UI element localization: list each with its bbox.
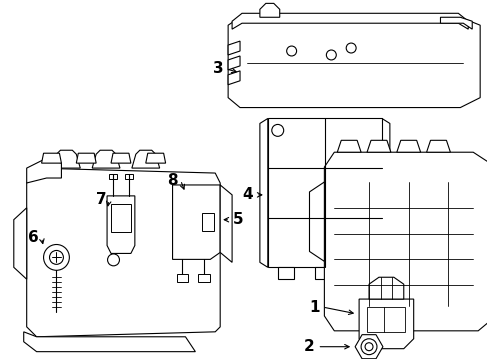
- Bar: [352, 267, 368, 279]
- Circle shape: [286, 46, 296, 56]
- Polygon shape: [381, 118, 389, 267]
- Text: 7: 7: [96, 192, 106, 207]
- Text: 6: 6: [28, 230, 39, 245]
- Text: 5: 5: [232, 212, 243, 227]
- Polygon shape: [111, 153, 131, 163]
- Polygon shape: [309, 182, 324, 261]
- Bar: [176, 274, 188, 282]
- Polygon shape: [145, 153, 165, 163]
- Bar: [124, 174, 133, 179]
- Bar: [366, 307, 404, 332]
- Circle shape: [43, 244, 69, 270]
- Polygon shape: [27, 168, 220, 337]
- Polygon shape: [132, 150, 160, 168]
- Text: 4: 4: [242, 188, 253, 202]
- Text: 3: 3: [212, 61, 223, 76]
- Bar: [202, 213, 214, 231]
- Text: 8: 8: [167, 172, 178, 188]
- Polygon shape: [368, 277, 403, 299]
- Bar: [277, 267, 293, 279]
- Polygon shape: [14, 208, 27, 279]
- Polygon shape: [52, 150, 80, 168]
- Bar: [315, 267, 331, 279]
- Polygon shape: [440, 17, 471, 29]
- Polygon shape: [354, 335, 382, 359]
- Polygon shape: [358, 299, 413, 349]
- Bar: [111, 204, 131, 231]
- Text: 1: 1: [308, 300, 319, 315]
- Polygon shape: [92, 150, 120, 168]
- Polygon shape: [396, 140, 420, 152]
- Text: 2: 2: [304, 339, 314, 354]
- Circle shape: [49, 251, 63, 264]
- Polygon shape: [172, 185, 220, 260]
- Circle shape: [325, 50, 336, 60]
- Circle shape: [360, 339, 376, 355]
- Polygon shape: [27, 158, 61, 183]
- Polygon shape: [259, 3, 279, 17]
- Polygon shape: [76, 153, 96, 163]
- Polygon shape: [366, 140, 390, 152]
- Polygon shape: [228, 71, 240, 85]
- Polygon shape: [220, 185, 232, 262]
- Circle shape: [107, 254, 119, 266]
- Polygon shape: [337, 140, 360, 152]
- Bar: [267, 118, 381, 267]
- Bar: [198, 274, 210, 282]
- Polygon shape: [228, 41, 240, 55]
- Polygon shape: [426, 140, 449, 152]
- Polygon shape: [259, 118, 267, 267]
- Polygon shape: [232, 13, 468, 29]
- Polygon shape: [324, 152, 488, 331]
- Polygon shape: [41, 153, 61, 163]
- Circle shape: [271, 125, 283, 136]
- Bar: [109, 174, 117, 179]
- Polygon shape: [228, 56, 240, 70]
- Circle shape: [346, 43, 355, 53]
- Polygon shape: [228, 17, 479, 108]
- Polygon shape: [24, 332, 195, 352]
- Polygon shape: [107, 196, 135, 253]
